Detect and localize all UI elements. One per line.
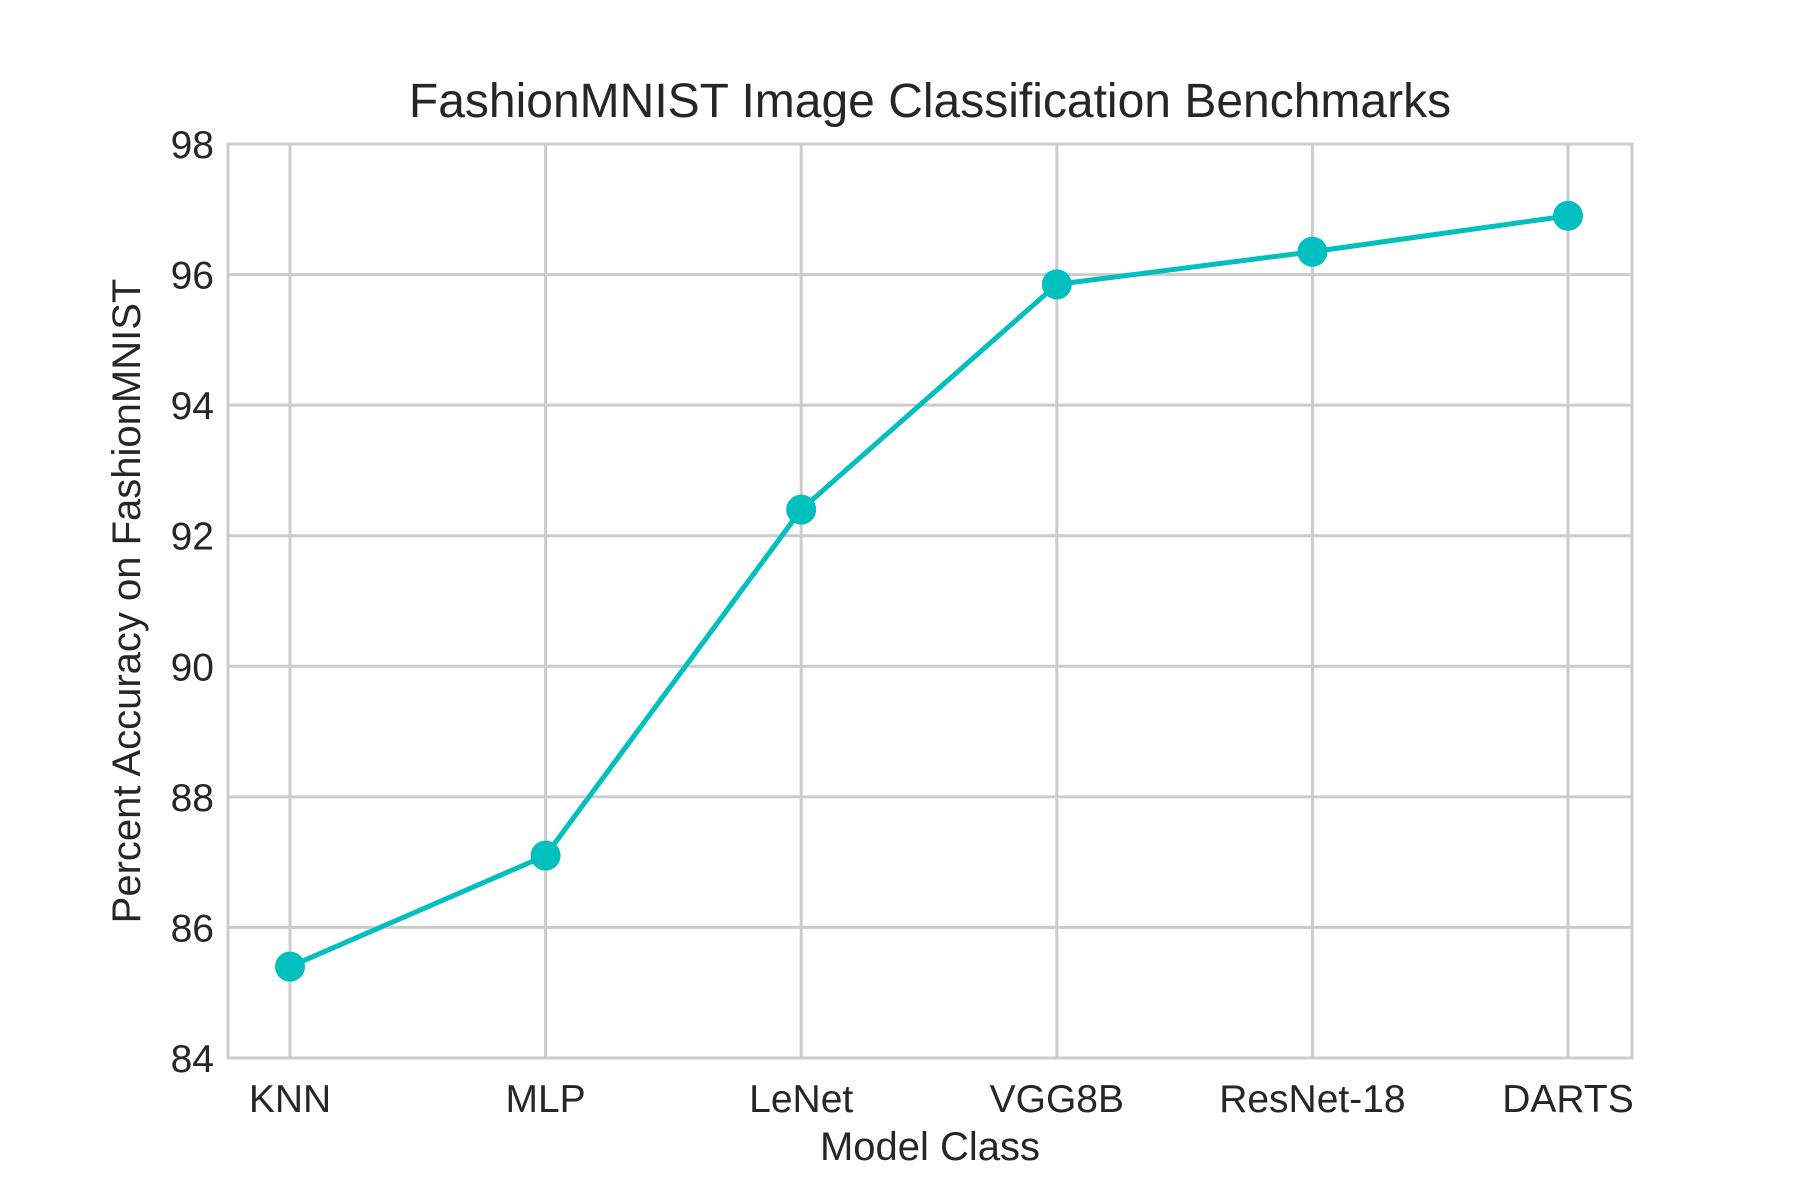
data-point: [786, 494, 817, 525]
series-layer: [275, 200, 1583, 982]
y-tick-label: 90: [171, 646, 214, 689]
x-axis-label: Model Class: [820, 1125, 1040, 1169]
series-line: [289, 213, 1569, 969]
x-tick-label: LeNet: [749, 1078, 853, 1121]
x-tick-label: MLP: [505, 1078, 585, 1121]
chart-title: FashionMNIST Image Classification Benchm…: [409, 75, 1451, 128]
x-tick-label: VGG8B: [990, 1078, 1124, 1121]
plot-area-frame: [226, 142, 1634, 1060]
x-tick-label: ResNet-18: [1219, 1078, 1405, 1121]
x-axis-ticks: KNN MLP LeNet VGG8B ResNet-18 DARTS: [249, 1078, 1634, 1121]
y-tick-label: 94: [171, 385, 214, 428]
x-tick-label: DARTS: [1502, 1078, 1633, 1121]
data-point: [275, 951, 305, 982]
y-tick-label: 92: [171, 516, 214, 559]
y-tick-label: 98: [171, 124, 214, 167]
data-point: [1553, 200, 1583, 231]
x-tick-label: KNN: [249, 1078, 331, 1121]
data-point: [1041, 269, 1072, 300]
data-point: [1297, 236, 1328, 267]
y-axis-ticks: 84 86 88 90 92 94 96 98: [171, 124, 214, 1081]
y-axis-label: Percent Accuracy on FashionMNIST: [105, 279, 149, 924]
data-point: [530, 840, 561, 871]
y-tick-label: 96: [171, 255, 214, 298]
y-tick-label: 88: [171, 777, 214, 820]
y-tick-label: 84: [171, 1038, 214, 1081]
y-tick-label: 86: [171, 907, 214, 950]
